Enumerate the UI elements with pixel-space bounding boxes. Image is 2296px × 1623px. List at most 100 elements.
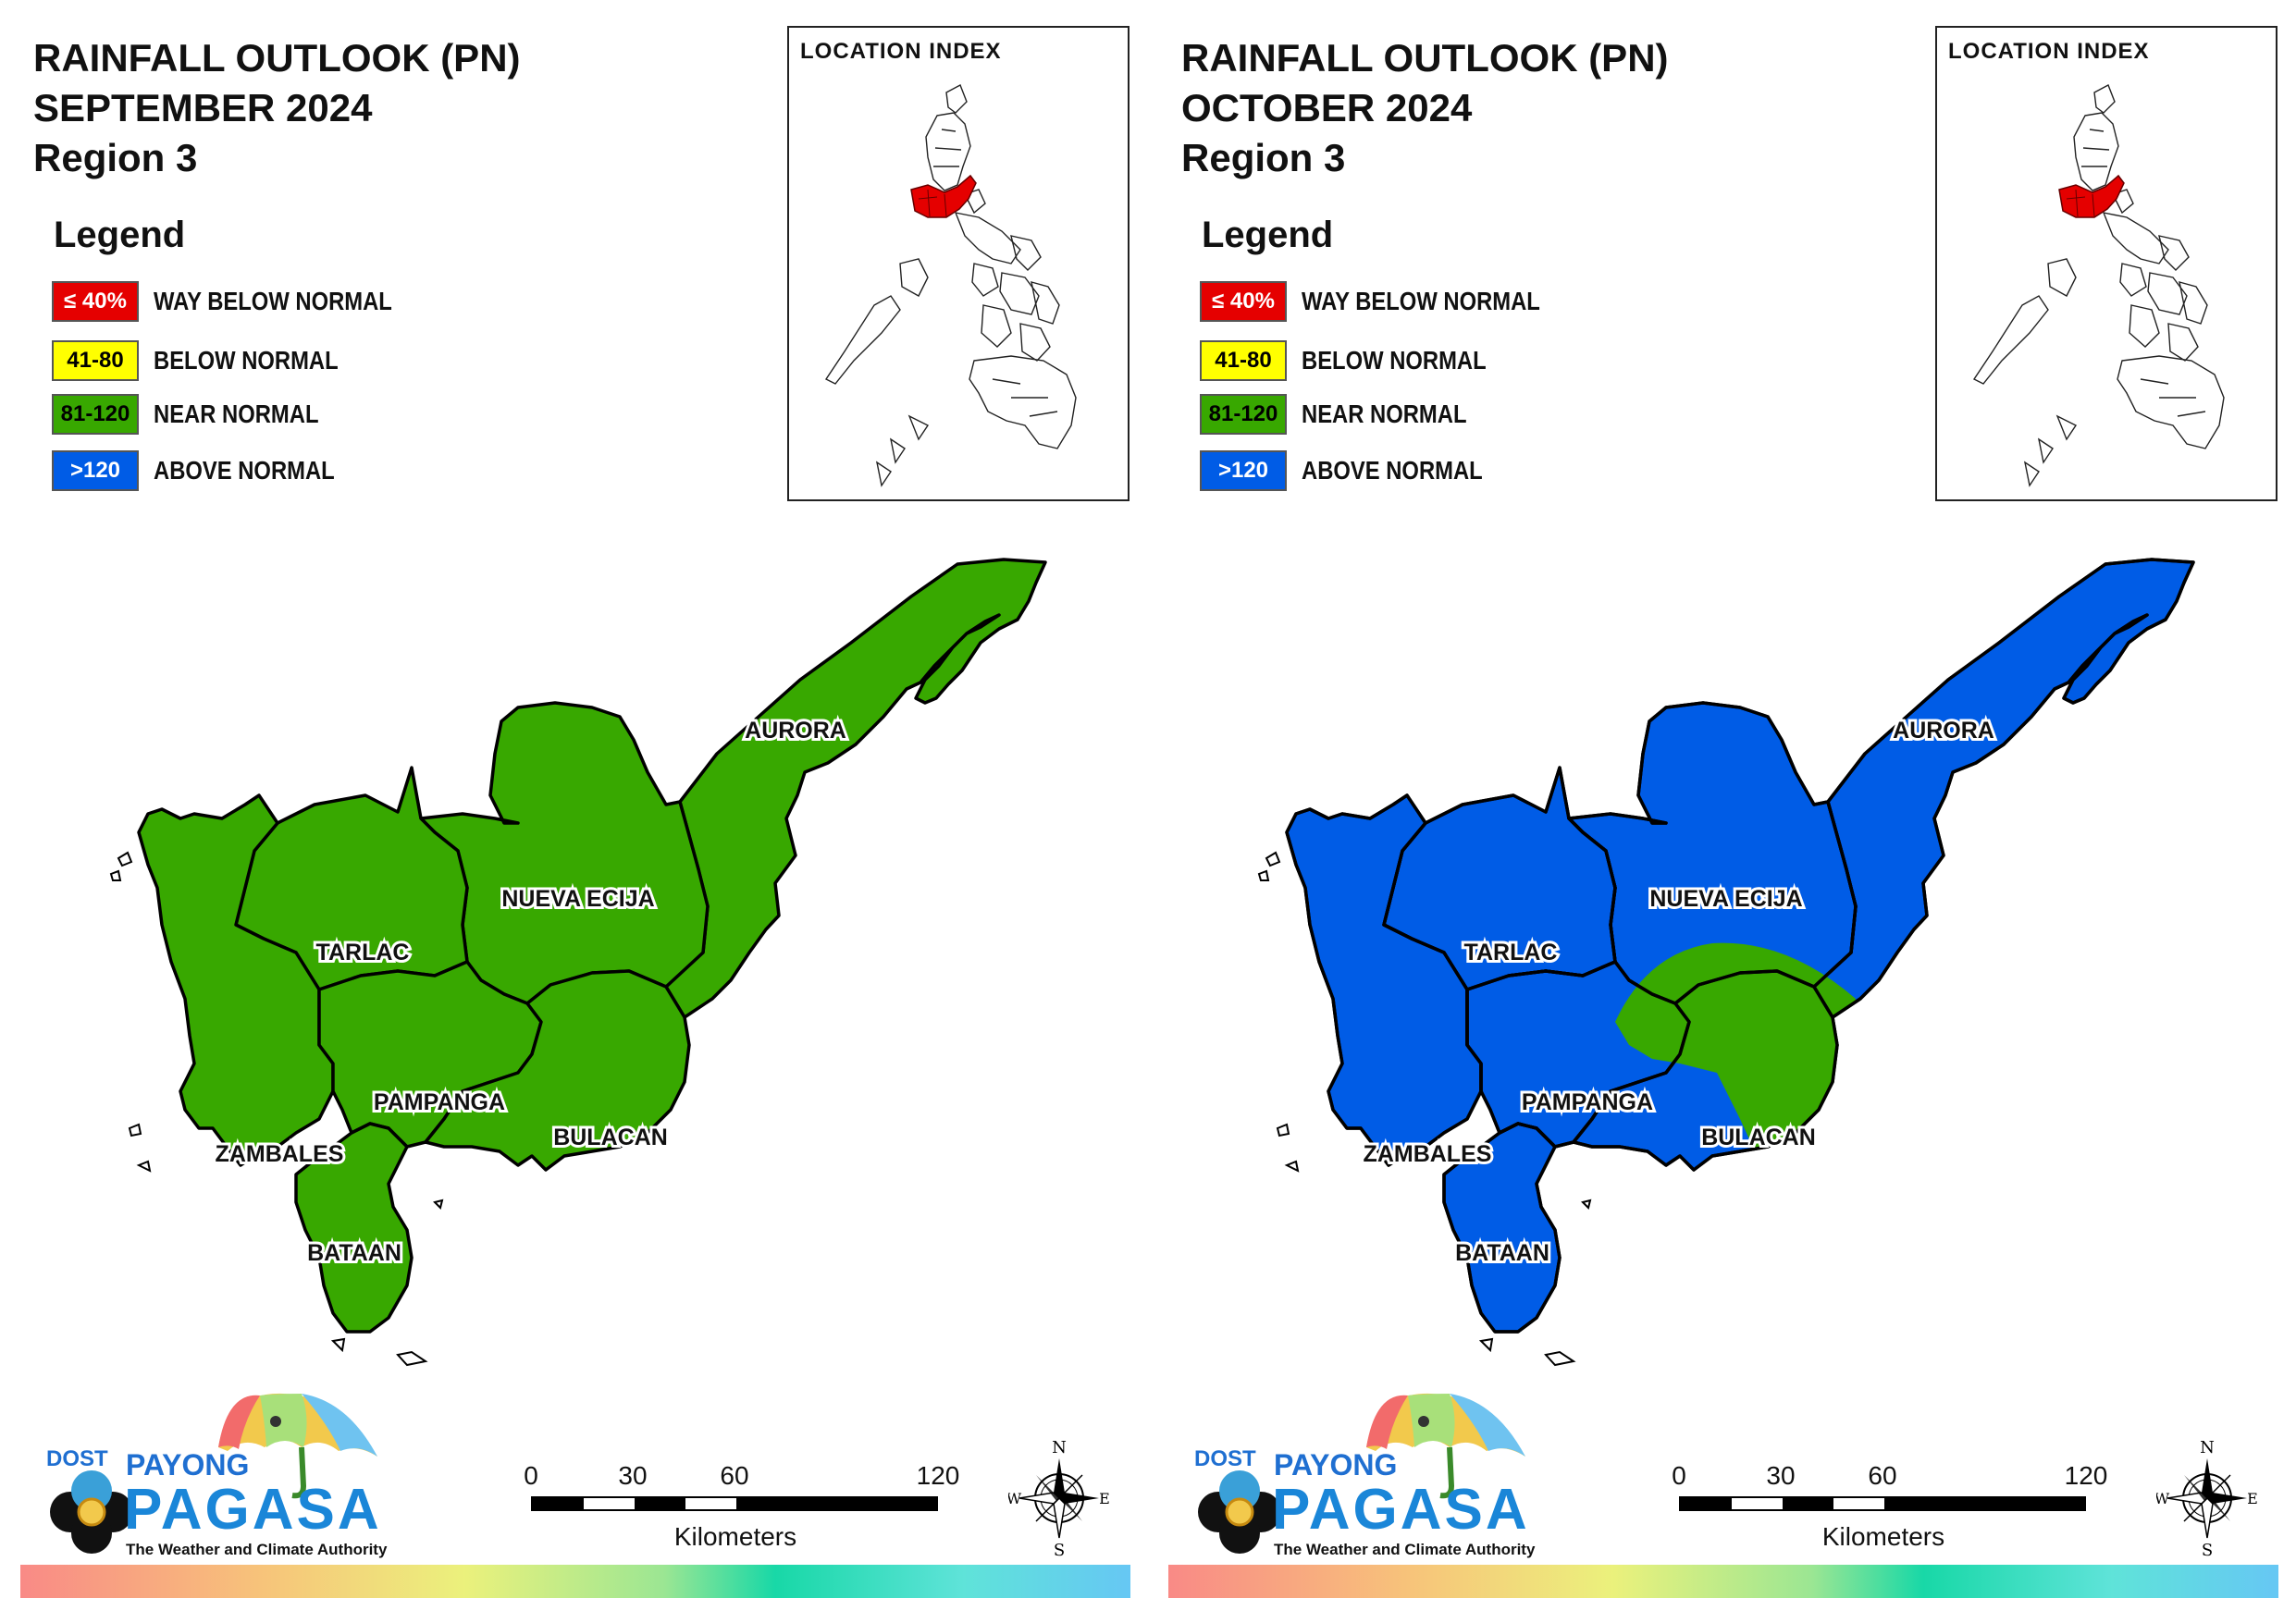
philippines-outline-map	[1972, 84, 2225, 487]
dost-emblem	[1198, 1470, 1281, 1554]
title-line-3: Region 3	[1181, 136, 1346, 179]
legend-swatch: 41-80	[52, 340, 139, 381]
title-line-2: OCTOBER 2024	[1181, 86, 1473, 129]
scale-tick-label: 30	[618, 1461, 648, 1490]
province-aurora	[1812, 558, 2195, 1019]
umbrella-icon	[1366, 1393, 1525, 1499]
scale-tick-label: 120	[2064, 1461, 2108, 1490]
outlook-panel-september: RAINFALL OUTLOOK (PN) SEPTEMBER 2024 Reg…	[20, 26, 1130, 1598]
dost-emblem	[50, 1470, 133, 1554]
legend-swatch: 81-120	[1200, 394, 1287, 435]
map-title: RAINFALL OUTLOOK (PN) OCTOBER 2024 Regio…	[1181, 33, 1669, 183]
scale-bar-track	[1679, 1496, 2086, 1511]
compass-s: S	[1054, 1541, 1065, 1558]
footer-rainbow-bar	[20, 1565, 1130, 1598]
scale-tick-label: 60	[1868, 1461, 1897, 1490]
legend-item-near-normal: 81-120 NEAR NORMAL	[1200, 392, 1496, 436]
compass-n: N	[1052, 1438, 1067, 1457]
legend-label: WAY BELOW NORMAL	[154, 287, 392, 315]
region-3-province-map: AURORA NUEVA ECIJA TARLAC PAMPANGA BULAC…	[109, 558, 1047, 1367]
legend-swatch: ≤ 40%	[1200, 281, 1287, 322]
label-nueva-ecija: NUEVA ECIJA	[1649, 886, 1802, 912]
legend-item-way-below-normal: ≤ 40% WAY BELOW NORMAL	[52, 279, 434, 324]
payong-pagasa-logo: DOST PAYONG PAGASA The Weather and Clima…	[46, 1393, 388, 1558]
scale-tick-label: 0	[1672, 1461, 1686, 1490]
legend-swatch: >120	[1200, 450, 1287, 491]
legend-label: NEAR NORMAL	[1302, 400, 1467, 428]
location-index-inset: LOCATION INDEX	[1935, 26, 2277, 501]
compass-rose-icon: N S E W	[1008, 1438, 1110, 1558]
logo-pagasa-text: PAGASA	[1272, 1478, 1530, 1542]
location-index-title: LOCATION INDEX	[800, 39, 1002, 64]
legend-item-way-below-normal: ≤ 40% WAY BELOW NORMAL	[1200, 279, 1582, 324]
compass-s: S	[2202, 1541, 2213, 1558]
title-line-2: SEPTEMBER 2024	[33, 86, 373, 129]
legend-item-near-normal: 81-120 NEAR NORMAL	[52, 392, 348, 436]
legend-label: WAY BELOW NORMAL	[1302, 287, 1540, 315]
scale-bar-track	[531, 1496, 938, 1511]
payong-pagasa-logo: DOST PAYONG PAGASA The Weather and Clima…	[1194, 1393, 1536, 1558]
logo-tagline: The Weather and Climate Authority	[126, 1541, 388, 1558]
compass-w: W	[1008, 1490, 1022, 1507]
compass-e: E	[1099, 1490, 1110, 1507]
legend-swatch: 81-120	[52, 394, 139, 435]
legend-title: Legend	[54, 215, 186, 255]
logo-payong-text: PAYONG	[1274, 1448, 1397, 1482]
scale-tick-label: 120	[916, 1461, 960, 1490]
label-zambales: ZAMBALES	[1364, 1141, 1492, 1167]
label-bataan: BATAAN	[307, 1240, 401, 1266]
umbrella-icon	[218, 1393, 377, 1499]
legend-item-below-normal: 41-80 BELOW NORMAL	[52, 338, 371, 383]
legend-label: NEAR NORMAL	[154, 400, 319, 428]
legend-item-below-normal: 41-80 BELOW NORMAL	[1200, 338, 1519, 383]
label-bulacan: BULACAN	[1701, 1125, 1816, 1150]
compass-rose-icon: N S E W	[2156, 1438, 2258, 1558]
legend-swatch: >120	[52, 450, 139, 491]
scale-bar: 0 30 60 120 Kilometers	[1666, 1461, 2119, 1563]
province-aurora	[664, 558, 1047, 1019]
legend-swatch: ≤ 40%	[52, 281, 139, 322]
legend-label: ABOVE NORMAL	[154, 456, 335, 485]
scale-unit-label: Kilometers	[1821, 1522, 1945, 1551]
label-tarlac: TARLAC	[316, 940, 410, 965]
legend-label: BELOW NORMAL	[154, 346, 339, 375]
scale-bar: 0 30 60 120 Kilometers	[518, 1461, 971, 1563]
legend-item-above-normal: >120 ABOVE NORMAL	[52, 449, 366, 493]
compass-n: N	[2200, 1438, 2215, 1457]
province-bulacan	[424, 969, 691, 1172]
location-index-title: LOCATION INDEX	[1948, 39, 2150, 64]
title-line-3: Region 3	[33, 136, 198, 179]
province-zambales	[137, 793, 335, 1167]
label-bataan: BATAAN	[1455, 1240, 1549, 1266]
location-index-inset: LOCATION INDEX	[787, 26, 1129, 501]
compass-w: W	[2156, 1490, 2170, 1507]
logo-dost-text: DOST	[46, 1446, 108, 1471]
outlook-panel-october: RAINFALL OUTLOOK (PN) OCTOBER 2024 Regio…	[1148, 0, 2296, 1623]
logo-tagline: The Weather and Climate Authority	[1274, 1541, 1536, 1558]
label-pampanga: PAMPANGA	[374, 1089, 505, 1115]
title-line-1: RAINFALL OUTLOOK (PN)	[33, 36, 521, 80]
legend-title: Legend	[1202, 215, 1334, 255]
label-tarlac: TARLAC	[1464, 940, 1558, 965]
legend-label: ABOVE NORMAL	[1302, 456, 1483, 485]
scale-tick-label: 30	[1766, 1461, 1796, 1490]
footer-rainbow-bar	[1168, 1565, 2278, 1598]
label-zambales: ZAMBALES	[216, 1141, 344, 1167]
logo-pagasa-text: PAGASA	[124, 1478, 382, 1542]
label-bulacan: BULACAN	[553, 1125, 668, 1150]
legend-label: BELOW NORMAL	[1302, 346, 1487, 375]
label-aurora: AURORA	[745, 718, 846, 744]
scale-tick-label: 60	[720, 1461, 749, 1490]
label-pampanga: PAMPANGA	[1522, 1089, 1653, 1115]
logo-payong-text: PAYONG	[126, 1448, 249, 1482]
compass-e: E	[2247, 1490, 2258, 1507]
legend-item-above-normal: >120 ABOVE NORMAL	[1200, 449, 1514, 493]
logo-dost-text: DOST	[1194, 1446, 1256, 1471]
philippines-outline-map	[824, 84, 1077, 487]
scale-unit-label: Kilometers	[673, 1522, 797, 1551]
label-aurora: AURORA	[1893, 718, 1994, 744]
province-bataan	[294, 1122, 414, 1334]
title-line-1: RAINFALL OUTLOOK (PN)	[1181, 36, 1669, 80]
region-3-province-map: AURORA NUEVA ECIJA TARLAC PAMPANGA BULAC…	[1257, 558, 2195, 1367]
map-title: RAINFALL OUTLOOK (PN) SEPTEMBER 2024 Reg…	[33, 33, 521, 183]
